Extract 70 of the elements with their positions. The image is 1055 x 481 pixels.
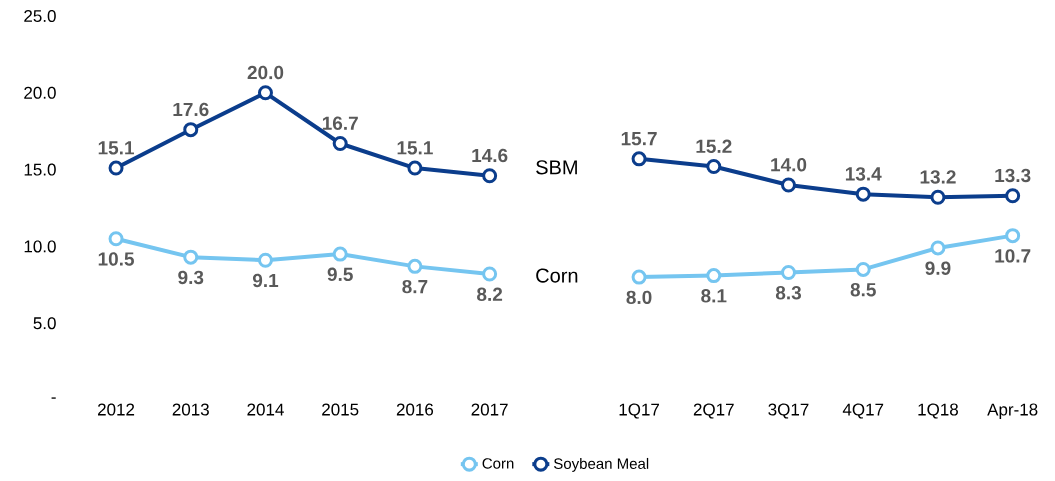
x-tick-label: 2017 — [471, 403, 508, 416]
point — [631, 151, 647, 167]
x-tick-label: 1Q17 — [619, 403, 659, 419]
data-label: 9.3 — [178, 270, 204, 285]
x-tick-label: 2013 — [172, 403, 209, 416]
point — [631, 269, 647, 285]
data-label: 14.6 — [472, 148, 508, 163]
data-label: 15.7 — [621, 132, 657, 146]
point — [482, 168, 498, 184]
data-label: 9.5 — [327, 267, 353, 282]
annotation: Corn — [536, 268, 578, 283]
data-label: 13.2 — [920, 170, 956, 184]
y-tick-label: 25.0 — [24, 9, 56, 23]
point — [183, 249, 199, 265]
point — [1005, 228, 1021, 244]
point — [482, 266, 498, 282]
point — [108, 160, 124, 176]
point — [257, 85, 273, 101]
point — [855, 186, 871, 202]
point — [930, 240, 946, 256]
data-label: 8.7 — [402, 279, 428, 294]
x-tick-label: 3Q17 — [768, 403, 809, 419]
legend-label: Corn — [482, 458, 514, 469]
x-tick-label: Apr-18 — [987, 403, 1038, 419]
point — [332, 246, 348, 262]
data-label: 9.9 — [925, 261, 951, 275]
y-tick-label: 20.0 — [24, 86, 56, 99]
data-label: 10.5 — [98, 252, 134, 266]
legend-label: Soybean Meal — [554, 457, 649, 472]
annotation: SBM — [536, 160, 577, 175]
point — [781, 265, 796, 281]
point — [407, 258, 423, 274]
y-tick-label: 5.0 — [33, 317, 56, 330]
point — [108, 231, 124, 247]
data-label: 8.3 — [775, 286, 802, 300]
x-tick-label: 2015 — [322, 403, 359, 416]
data-label: 15.1 — [397, 141, 433, 155]
x-tick-label: 2012 — [97, 403, 135, 416]
data-label: 8.2 — [477, 287, 503, 302]
y-tick-label: - — [51, 397, 56, 399]
y-tick-label: 15.0 — [24, 163, 56, 176]
data-label: 15.1 — [98, 141, 134, 155]
point — [706, 159, 722, 175]
x-tick-label: 4Q17 — [842, 403, 884, 419]
point — [407, 160, 423, 176]
data-label: 9.1 — [252, 273, 279, 288]
data-label: 8.1 — [701, 289, 727, 303]
x-tick-label: 2014 — [247, 403, 284, 416]
data-label: 17.6 — [173, 102, 209, 117]
data-label: 13.4 — [845, 167, 882, 181]
x-tick-label: 1Q18 — [918, 403, 958, 419]
point — [781, 177, 796, 193]
point — [855, 261, 871, 277]
data-label: 13.3 — [995, 168, 1031, 183]
point — [257, 252, 273, 268]
point — [183, 122, 199, 138]
data-label: 20.0 — [247, 65, 284, 80]
point — [930, 189, 946, 205]
point — [706, 268, 722, 284]
data-label: 15.2 — [696, 139, 732, 154]
y-tick-label: 10.0 — [24, 240, 56, 253]
x-tick-label: 2Q17 — [693, 403, 734, 419]
point — [332, 135, 348, 151]
data-label: 8.0 — [626, 290, 652, 305]
point — [1005, 188, 1021, 204]
data-label: 10.7 — [995, 249, 1031, 263]
data-label: 8.5 — [850, 282, 876, 297]
data-label: 16.7 — [322, 116, 358, 130]
data-label: 14.0 — [771, 157, 807, 172]
x-tick-label: 2016 — [396, 403, 434, 416]
